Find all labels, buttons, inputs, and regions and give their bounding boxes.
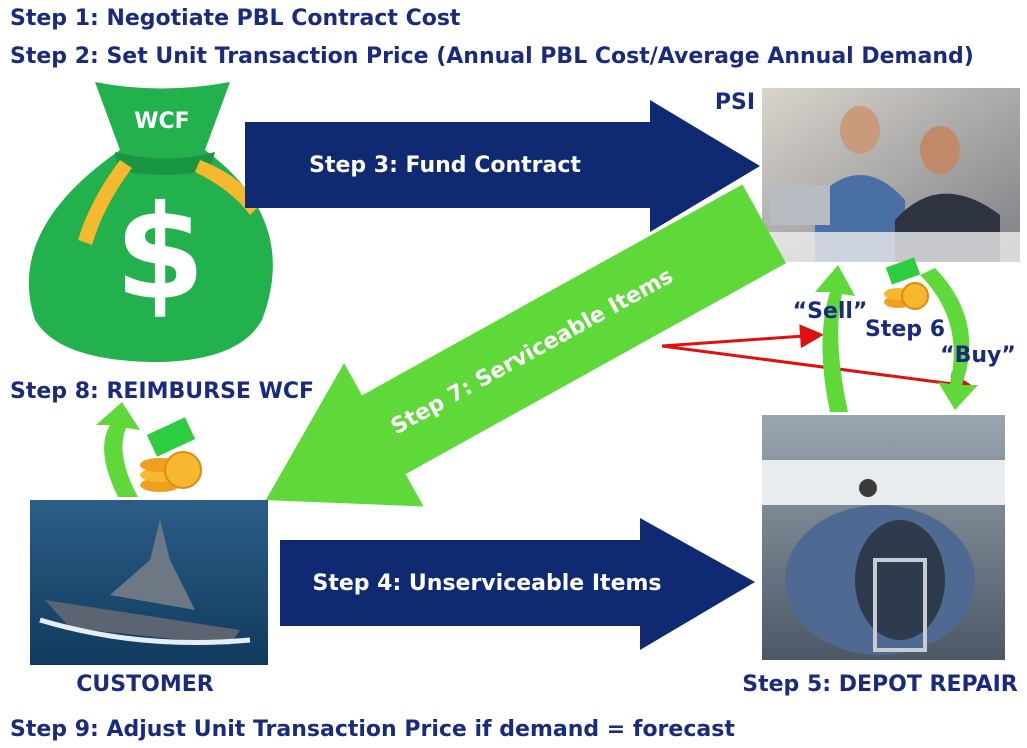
customer-label: CUSTOMER (76, 672, 213, 697)
buy-arrow (662, 346, 968, 386)
fund-label: Step 3: Fund Contract (309, 153, 581, 178)
psi-label: PSI (715, 90, 755, 115)
wcf-label: WCF (134, 109, 189, 134)
serviceable-label: Step 7: Serviceable Items (387, 264, 677, 440)
psi-photo (762, 88, 1020, 262)
money-bag: WCF $ (29, 82, 273, 362)
sell-arrow (662, 335, 818, 346)
engine-core (855, 520, 945, 640)
depot-label: Step 5: DEPOT REPAIR (742, 672, 1018, 697)
laptop (770, 185, 830, 225)
desk (762, 232, 1020, 262)
reimburse-label: Step 8: REIMBURSE WCF (10, 379, 314, 404)
sell-label: “Sell” (793, 299, 868, 324)
step-1: Step 1: Negotiate PBL Contract Cost (10, 6, 461, 31)
body: Step 1: Negotiate PBL Contract Cost Step… (0, 0, 1027, 748)
bag-symbol: $ (115, 177, 205, 329)
step-2: Step 2: Set Unit Transaction Price (Annu… (10, 44, 974, 69)
reimburse-curve (96, 402, 140, 497)
serviceable-arrow-group: Step 7: Serviceable Items (226, 152, 804, 572)
diagram: Step 1: Negotiate PBL Contract Cost Step… (0, 0, 1027, 748)
page: PBL Process {"header": {"steps": ["Step … (0, 0, 1027, 748)
step-9: Step 9: Adjust Unit Transaction Price if… (10, 717, 735, 742)
customer-photo (30, 500, 268, 665)
person-head (840, 106, 880, 154)
coin (902, 283, 928, 309)
depot-photo (762, 415, 1005, 660)
coins-step8 (140, 417, 201, 492)
cash (147, 417, 195, 457)
unserviceable-label: Step 4: Unserviceable Items (312, 571, 661, 596)
sell-curve (815, 265, 855, 412)
worker (859, 479, 877, 497)
fuselage (762, 460, 1005, 505)
step6-label: Step 6 (865, 317, 945, 342)
person-head (920, 126, 960, 174)
coin (165, 452, 201, 488)
coins-step6 (884, 257, 928, 309)
buy-label: “Buy” (940, 343, 1016, 368)
